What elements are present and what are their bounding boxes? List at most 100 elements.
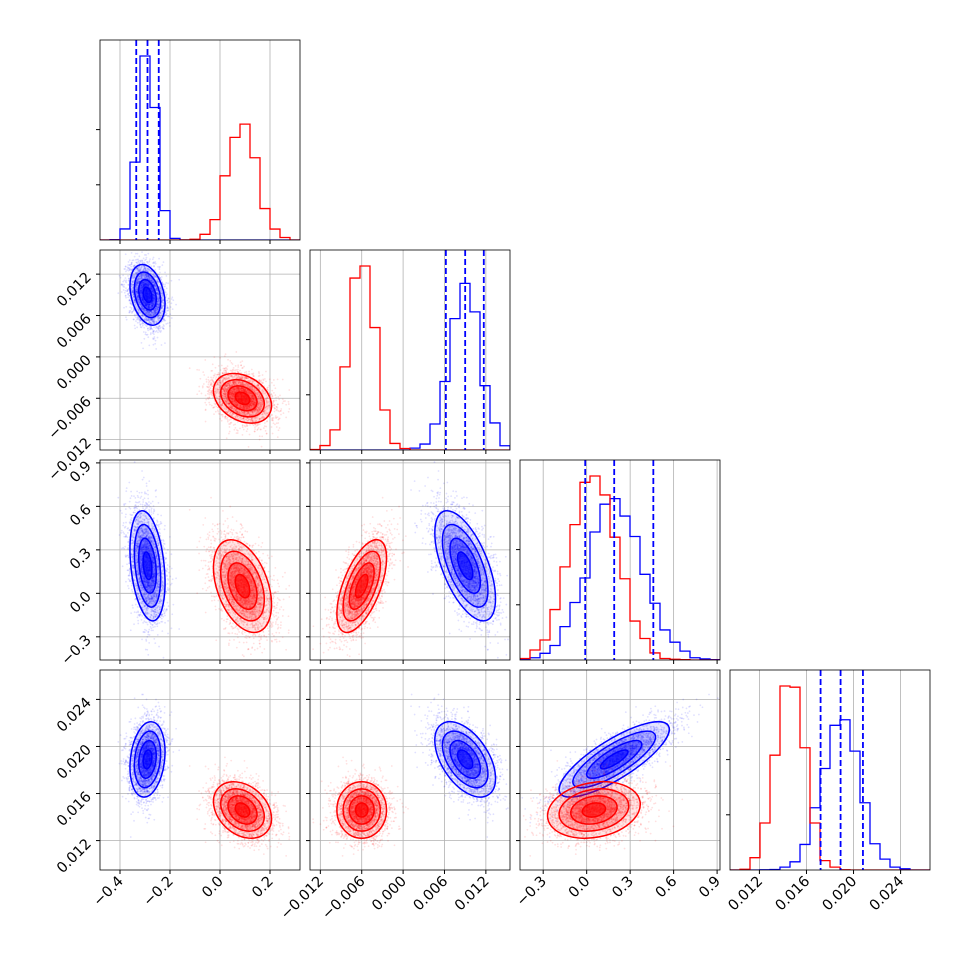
sample-point [287,400,290,403]
sample-point [277,396,280,398]
sample-point [141,314,144,317]
sample-point [140,326,143,329]
sample-point [196,393,199,396]
sample-point [139,286,142,288]
sample-point [139,268,141,271]
sample-point [140,291,143,294]
sample-point [145,309,148,312]
sample-point [148,276,150,279]
sample-point [150,279,153,282]
sample-point [154,288,157,291]
sample-point [232,366,235,369]
sample-point [137,280,140,283]
sample-point [202,371,205,374]
sample-point [123,291,126,294]
sample-point [153,300,156,302]
panel-1-0 [96,249,301,454]
sample-point [132,281,135,284]
sample-point [131,310,134,313]
sample-point [235,432,238,435]
sample-point [156,300,159,303]
sample-point [153,281,155,284]
sample-point [247,446,250,448]
sample-point [138,321,141,324]
sample-point [148,268,151,271]
sample-point [130,312,133,314]
sample-point [150,288,153,290]
sample-point [171,296,174,299]
sample-point [141,269,144,272]
sample-point [159,317,162,320]
sample-point [142,284,144,286]
sample-point [133,300,135,302]
sample-point [151,291,154,294]
sample-point [133,264,136,267]
sample-point [164,271,166,274]
sample-point [280,408,283,410]
sample-point [153,326,155,329]
sample-point [145,275,148,278]
sample-point [143,300,146,303]
sample-point [219,417,221,420]
sample-point [155,325,157,327]
sample-point [150,311,153,314]
sample-point [152,295,155,298]
sample-point [162,285,165,288]
sample-point [254,423,257,426]
sample-point [142,298,144,301]
sample-point [140,298,143,301]
sample-point [151,278,153,281]
sample-point [126,290,129,293]
sample-point [152,291,155,293]
sample-point [144,301,147,304]
sample-point [140,290,143,293]
sample-point [144,302,147,305]
sample-point [164,295,167,298]
sample-point [151,304,154,307]
sample-point [220,419,223,422]
sample-point [147,319,150,322]
sample-point [152,313,155,316]
sample-point [139,270,142,273]
sample-point [142,257,145,260]
sample-point [167,282,170,285]
sample-point [140,292,143,295]
sample-point [132,259,135,261]
sample-point [254,428,256,431]
sample-point [175,303,177,306]
sample-point [143,282,145,285]
sample-point [162,283,165,286]
sample-point [142,331,145,333]
sample-point [155,287,158,290]
sample-point [272,400,275,402]
sample-point [124,295,127,297]
sample-point [159,286,162,288]
sample-point [145,325,148,328]
sample-point [140,306,143,309]
sample-point [141,323,144,325]
sample-point [150,314,153,316]
sample-point [126,289,129,292]
sample-point [209,387,212,390]
sample-point [157,308,159,311]
sample-point [148,284,150,287]
sample-point [130,268,133,271]
sample-point [204,359,207,361]
sample-point [148,305,151,308]
sample-point [145,269,147,271]
sample-point [150,313,152,316]
sample-point [236,368,239,371]
sample-point [246,428,249,430]
sample-point [170,279,173,282]
sample-point [139,323,142,326]
sample-point [144,316,147,319]
sample-point [127,284,130,286]
sample-point [149,303,151,306]
sample-point [147,329,150,332]
sample-point [271,389,274,392]
sample-point [142,308,145,311]
sample-point [146,261,148,263]
sample-point [117,292,120,295]
sample-point [141,283,144,286]
sample-point [152,274,155,277]
